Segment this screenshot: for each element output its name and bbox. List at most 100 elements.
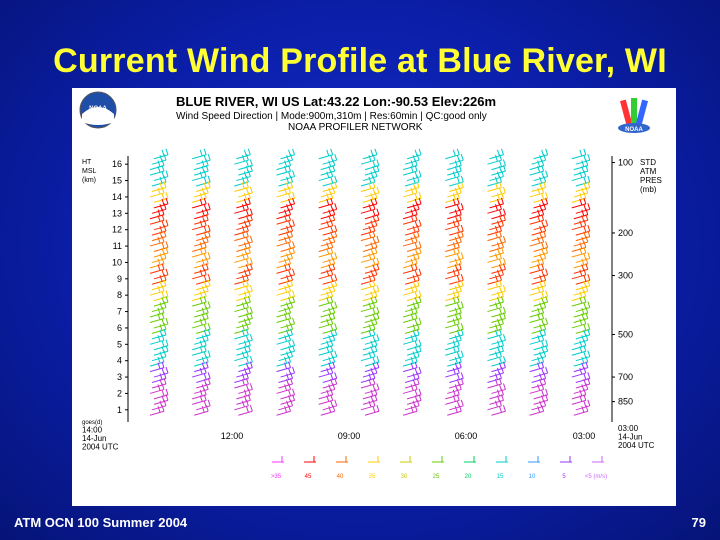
- wind-barb: [234, 274, 249, 285]
- right-tick-label: 300: [618, 271, 633, 281]
- wind-barb: [575, 350, 591, 362]
- wind-barb: [487, 252, 502, 263]
- wind-barb: [318, 170, 334, 182]
- wind-barb: [364, 285, 380, 296]
- wind-barb: [449, 279, 464, 291]
- wind-barb: [151, 301, 167, 313]
- left-tick-label: 12: [112, 225, 122, 235]
- wind-barb: [449, 203, 464, 214]
- chart-subtitle: Wind Speed Direction | Mode:900m,310m | …: [176, 111, 487, 122]
- wind-barb: [149, 235, 165, 247]
- x-end-label: 2004 UTC: [618, 441, 655, 450]
- wind-barb: [529, 285, 545, 296]
- wind-barb: [447, 165, 462, 176]
- wind-barb: [149, 165, 165, 176]
- wind-barb: [238, 257, 253, 269]
- wind-barb: [575, 328, 591, 340]
- wind-barb: [571, 366, 587, 378]
- wind-barb: [573, 208, 589, 220]
- wind-barb: [194, 235, 209, 247]
- wind-barb: [238, 165, 253, 176]
- wind-barb: [491, 165, 506, 176]
- wind-barb: [196, 323, 211, 334]
- wind-barb: [531, 154, 547, 165]
- left-axis-label-line: (km): [82, 177, 96, 184]
- wind-barb: [406, 366, 422, 378]
- wind-barb: [531, 181, 547, 193]
- wind-barb: [280, 148, 296, 160]
- wind-barb: [487, 154, 502, 165]
- wind-barb: [280, 268, 296, 280]
- wind-barb: [445, 339, 460, 351]
- wind-barb: [445, 290, 460, 302]
- wind-barb: [360, 323, 376, 334]
- left-tick-label: 9: [117, 274, 122, 284]
- wind-barb: [402, 263, 418, 274]
- wind-barb: [364, 306, 380, 318]
- wind-barb: [406, 290, 422, 302]
- x-tick-label: 06:00: [455, 431, 478, 441]
- wind-barb: [238, 263, 253, 274]
- wind-barb: [236, 296, 251, 307]
- wind-barb: [149, 355, 165, 367]
- wind-barb: [194, 405, 209, 416]
- wind-barb: [491, 334, 506, 345]
- x-start-label: 14:00: [82, 426, 103, 435]
- wind-barb: [276, 355, 292, 367]
- wind-barb: [318, 394, 334, 405]
- wind-barb: [196, 203, 211, 214]
- wind-barb: [533, 192, 549, 203]
- wind-barb: [529, 334, 545, 345]
- wind-barb: [487, 203, 502, 214]
- wind-barb: [402, 165, 418, 176]
- wind-barb: [280, 388, 296, 400]
- right-tick-label: 500: [618, 329, 633, 339]
- wind-barb: [487, 274, 502, 285]
- wind-barb: [194, 263, 209, 274]
- wind-barb: [320, 405, 336, 416]
- wind-barb: [573, 405, 589, 416]
- wind-barb: [529, 312, 545, 324]
- wind-barb: [234, 301, 249, 313]
- wind-barb: [575, 252, 591, 263]
- wind-barb: [447, 405, 462, 416]
- wind-barb: [447, 285, 462, 296]
- wind-barb: [489, 268, 504, 280]
- wind-barb: [322, 328, 338, 340]
- wind-barb: [194, 361, 209, 373]
- left-tick-label: 5: [117, 339, 122, 349]
- wind-barb: [406, 148, 422, 160]
- wind-barb: [402, 257, 418, 269]
- wind-barb: [234, 350, 249, 362]
- wind-barb: [194, 383, 209, 394]
- wind-barb: [404, 230, 420, 242]
- wind-barb: [280, 246, 296, 258]
- wind-barb: [487, 377, 502, 389]
- wind-barb: [151, 323, 167, 334]
- wind-barb: [362, 296, 378, 307]
- wind-barb: [153, 317, 169, 329]
- wind-barb: [196, 377, 211, 389]
- wind-barb: [238, 208, 253, 220]
- legend-label: 35: [369, 474, 376, 480]
- wind-barb: [360, 350, 376, 362]
- wind-barb: [360, 274, 376, 285]
- wind-barb: [487, 181, 502, 193]
- wind-barb: [447, 208, 462, 220]
- wind-barb: [404, 181, 420, 193]
- wind-barb: [489, 366, 504, 378]
- legend-label: 30: [401, 474, 408, 480]
- wind-barb: [406, 317, 422, 329]
- wind-barb: [487, 323, 502, 334]
- wind-barb: [531, 399, 547, 411]
- wind-barb: [278, 252, 294, 263]
- wind-barb: [280, 290, 296, 302]
- left-tick-label: 16: [112, 159, 122, 169]
- wind-barb: [529, 361, 545, 373]
- wind-barb: [533, 170, 549, 182]
- legend-label: 40: [337, 474, 344, 480]
- wind-barb: [364, 263, 380, 274]
- wind-barb: [151, 274, 167, 285]
- wind-barb: [360, 399, 376, 411]
- wind-barb: [402, 186, 418, 198]
